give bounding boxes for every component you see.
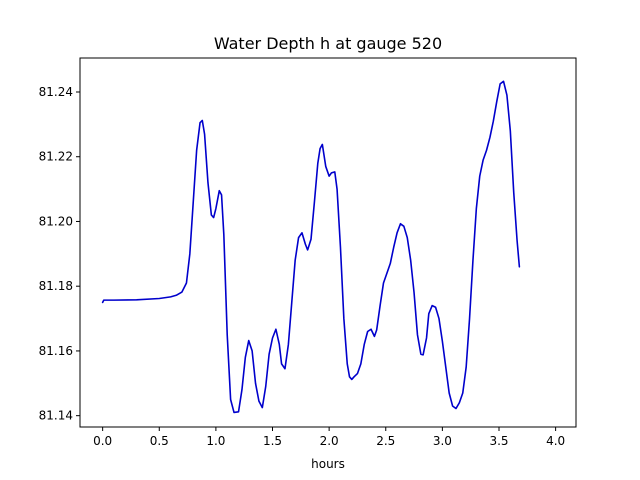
x-tick-label: 0.5: [150, 434, 169, 448]
y-tick-label: 81.22: [39, 150, 73, 164]
x-tick-label: 4.0: [546, 434, 565, 448]
x-tick-label: 3.0: [433, 434, 452, 448]
x-tick-label: 2.5: [376, 434, 395, 448]
y-tick-label: 81.16: [39, 344, 73, 358]
x-tick-label: 2.0: [320, 434, 339, 448]
chart-title: Water Depth h at gauge 520: [214, 34, 442, 53]
y-tick-label: 81.14: [39, 409, 73, 423]
series-line-0: [101, 80, 521, 414]
y-tick-label: 81.24: [39, 85, 73, 99]
y-tick-label: 81.20: [39, 214, 73, 228]
x-tick-label: 3.5: [489, 434, 508, 448]
y-axis: 81.14 81.16 81.18 81.20 81.22 81.24: [39, 85, 80, 423]
x-axis: 0.0 0.5 1.0 1.5 2.0 2.5 3.0 3.5 4.0: [93, 427, 565, 448]
x-axis-label: hours: [311, 457, 345, 471]
x-tick-label: 1.5: [263, 434, 282, 448]
plot-frame: [79, 57, 577, 428]
y-tick-label: 81.18: [39, 279, 73, 293]
plot-area: [101, 80, 521, 414]
x-tick-label: 0.0: [93, 434, 112, 448]
x-tick-label: 1.0: [206, 434, 225, 448]
